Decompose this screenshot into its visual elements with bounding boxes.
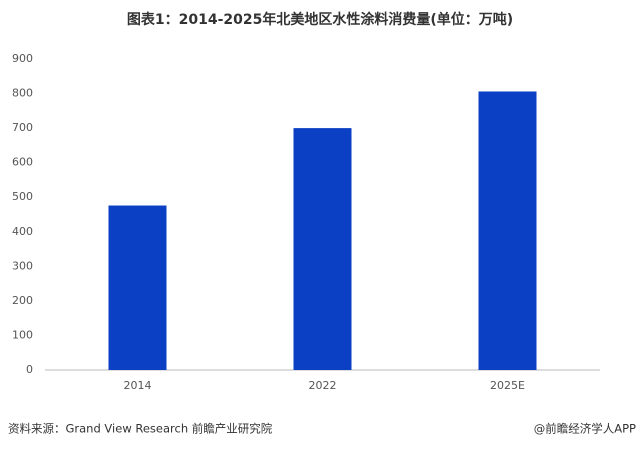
chart-title: 图表1：2014-2025年北美地区水性涂料消费量(单位：万吨) [127, 11, 513, 28]
bar [478, 91, 537, 370]
y-tick-label: 500 [12, 190, 33, 203]
y-tick-label: 600 [12, 156, 33, 169]
y-tick-label: 100 [12, 328, 33, 341]
y-tick-label: 0 [26, 363, 33, 376]
y-tick-label: 400 [12, 225, 33, 238]
x-tick-label: 2025E [490, 379, 525, 392]
bar [293, 128, 352, 370]
y-tick-label: 700 [12, 121, 33, 134]
y-tick-label: 200 [12, 294, 33, 307]
x-tick-label: 2014 [124, 379, 152, 392]
y-tick-label: 800 [12, 87, 33, 100]
y-tick-label: 300 [12, 259, 33, 272]
source: 资料来源：Grand View Research 前瞻产业研究院 [8, 422, 273, 436]
x-tick-label: 2022 [309, 379, 337, 392]
y-tick-label: 900 [12, 52, 33, 65]
bar [108, 205, 167, 370]
credit: @前瞻经济学人APP [534, 422, 636, 436]
